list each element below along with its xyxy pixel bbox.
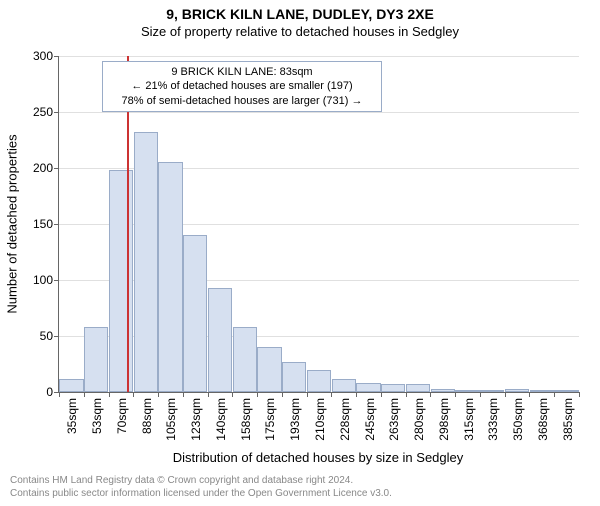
- ytick-label: 150: [33, 217, 59, 231]
- footer: Contains HM Land Registry data © Crown c…: [10, 475, 392, 500]
- xtick-label: 53sqm: [88, 398, 104, 434]
- bar: [455, 390, 479, 392]
- footer-line2: Contains public sector information licen…: [10, 488, 392, 501]
- bar: [381, 384, 405, 392]
- xtick-label: 385sqm: [559, 398, 575, 441]
- bar: [505, 389, 529, 392]
- xtick-mark: [84, 392, 85, 397]
- xtick-mark: [307, 392, 308, 397]
- xtick-mark: [480, 392, 481, 397]
- y-axis-label: Number of detached properties: [5, 134, 20, 313]
- xtick-mark: [257, 392, 258, 397]
- xtick-label: 35sqm: [63, 398, 79, 434]
- page-subtitle: Size of property relative to detached ho…: [0, 24, 600, 39]
- xtick-mark: [133, 392, 134, 397]
- xtick-label: 263sqm: [385, 398, 401, 441]
- xtick-mark: [183, 392, 184, 397]
- xtick-mark: [109, 392, 110, 397]
- bar: [158, 162, 182, 392]
- bar: [109, 170, 133, 392]
- annotation-line2: ← 21% of detached houses are smaller (19…: [109, 79, 375, 93]
- xtick-mark: [59, 392, 60, 397]
- xtick-label: 350sqm: [509, 398, 525, 441]
- bar: [59, 379, 83, 392]
- xtick-mark: [579, 392, 580, 397]
- xtick-label: 333sqm: [484, 398, 500, 441]
- xtick-label: 193sqm: [286, 398, 302, 441]
- bar: [431, 389, 455, 392]
- xtick-label: 140sqm: [212, 398, 228, 441]
- bar: [554, 390, 578, 392]
- footer-line1: Contains HM Land Registry data © Crown c…: [10, 475, 392, 488]
- bar: [282, 362, 306, 392]
- bar: [257, 347, 281, 392]
- xtick-mark: [282, 392, 283, 397]
- xtick-label: 70sqm: [113, 398, 129, 434]
- xtick-label: 105sqm: [162, 398, 178, 441]
- bar: [233, 327, 257, 392]
- bar: [84, 327, 108, 392]
- xtick-mark: [455, 392, 456, 397]
- xtick-mark: [331, 392, 332, 397]
- xtick-mark: [381, 392, 382, 397]
- ytick-label: 100: [33, 273, 59, 287]
- x-axis-label: Distribution of detached houses by size …: [173, 450, 464, 465]
- ytick-label: 300: [33, 49, 59, 63]
- xtick-label: 175sqm: [261, 398, 277, 441]
- xtick-label: 88sqm: [138, 398, 154, 434]
- xtick-label: 123sqm: [187, 398, 203, 441]
- xtick-label: 158sqm: [237, 398, 253, 441]
- gridline: [59, 56, 579, 57]
- xtick-mark: [208, 392, 209, 397]
- xtick-mark: [158, 392, 159, 397]
- xtick-mark: [554, 392, 555, 397]
- xtick-label: 245sqm: [361, 398, 377, 441]
- gridline: [59, 112, 579, 113]
- bar: [307, 370, 331, 392]
- xtick-mark: [232, 392, 233, 397]
- bar: [208, 288, 232, 392]
- annotation-line3: 78% of semi-detached houses are larger (…: [109, 94, 375, 108]
- bar: [183, 235, 207, 392]
- annotation-box: 9 BRICK KILN LANE: 83sqm ← 21% of detach…: [102, 61, 382, 112]
- xtick-mark: [430, 392, 431, 397]
- bar: [356, 383, 380, 392]
- bar: [406, 384, 430, 392]
- annotation-line1: 9 BRICK KILN LANE: 83sqm: [109, 65, 375, 79]
- bar: [480, 390, 504, 392]
- ytick-label: 50: [40, 329, 59, 343]
- xtick-label: 280sqm: [410, 398, 426, 441]
- bar: [134, 132, 158, 392]
- xtick-label: 298sqm: [435, 398, 451, 441]
- xtick-label: 315sqm: [460, 398, 476, 441]
- page-title: 9, BRICK KILN LANE, DUDLEY, DY3 2XE: [0, 6, 600, 22]
- xtick-label: 210sqm: [311, 398, 327, 441]
- ytick-label: 250: [33, 105, 59, 119]
- bar: [530, 390, 554, 392]
- bar: [332, 379, 356, 392]
- ytick-label: 200: [33, 161, 59, 175]
- xtick-label: 228sqm: [336, 398, 352, 441]
- xtick-label: 368sqm: [534, 398, 550, 441]
- xtick-mark: [529, 392, 530, 397]
- xtick-mark: [356, 392, 357, 397]
- ytick-label: 0: [46, 385, 59, 399]
- xtick-mark: [406, 392, 407, 397]
- xtick-mark: [505, 392, 506, 397]
